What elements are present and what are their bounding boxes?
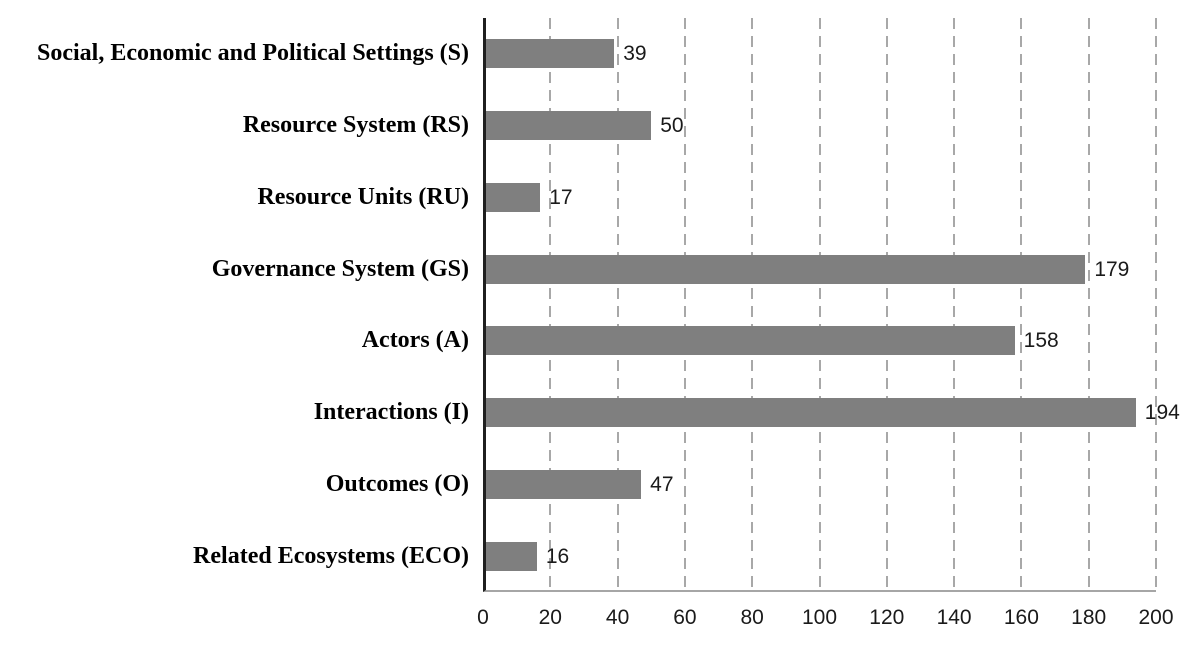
value-label: 47 — [650, 472, 674, 496]
category-label: Resource Units (RU) — [257, 183, 469, 210]
bar — [486, 254, 1086, 284]
bar — [486, 182, 541, 212]
category-label: Related Ecosystems (ECO) — [193, 542, 469, 569]
bar — [486, 39, 615, 69]
value-label: 17 — [549, 185, 573, 209]
category-label: Outcomes (O) — [325, 470, 469, 497]
category-label: Interactions (I) — [313, 399, 469, 426]
value-label: 194 — [1144, 401, 1180, 425]
gridline-80 — [751, 18, 754, 590]
bar — [486, 326, 1015, 356]
x-tick-label: 180 — [1071, 606, 1107, 629]
x-tick-label: 100 — [801, 606, 838, 629]
bar — [486, 541, 537, 571]
gridline-20 — [549, 18, 552, 590]
category-axis: Social, Economic and Political Settings … — [0, 18, 469, 592]
gridline-180 — [1087, 18, 1090, 590]
gridline-100 — [818, 18, 821, 590]
x-tick-label: 120 — [869, 606, 905, 629]
value-label: 158 — [1023, 329, 1059, 353]
gridline-200 — [1155, 18, 1157, 590]
gridline-60 — [683, 18, 686, 590]
category-label: Governance System (GS) — [211, 255, 469, 282]
x-tick-label: 160 — [1003, 606, 1039, 629]
value-label: 39 — [623, 42, 647, 66]
gridline-160 — [1020, 18, 1023, 590]
bar — [486, 111, 652, 141]
bar — [486, 398, 1136, 428]
x-tick-label: 60 — [673, 606, 697, 629]
value-label: 179 — [1094, 257, 1130, 281]
plot-area: 39 50 17 179 158 194 47 16 — [483, 18, 1180, 592]
gridline-120 — [885, 18, 888, 590]
gridline-40 — [616, 18, 619, 590]
gridline-140 — [953, 18, 956, 590]
category-label: Social, Economic and Political Settings … — [37, 40, 469, 67]
category-label: Resource System (RS) — [242, 112, 469, 139]
bar — [486, 469, 642, 499]
x-tick-label: 20 — [538, 606, 562, 629]
x-tick-label: 40 — [605, 606, 630, 629]
value-label: 16 — [545, 544, 570, 568]
x-tick-label: 0 — [477, 606, 489, 629]
x-tick-label: 140 — [936, 606, 972, 629]
x-axis: 0 20 40 60 80 100 120 140 160 180 200 — [0, 606, 1200, 636]
x-tick-label: 200 — [1138, 606, 1174, 629]
category-label: Actors (A) — [361, 327, 469, 354]
value-label: 50 — [660, 114, 684, 138]
x-tick-label: 80 — [740, 606, 764, 629]
